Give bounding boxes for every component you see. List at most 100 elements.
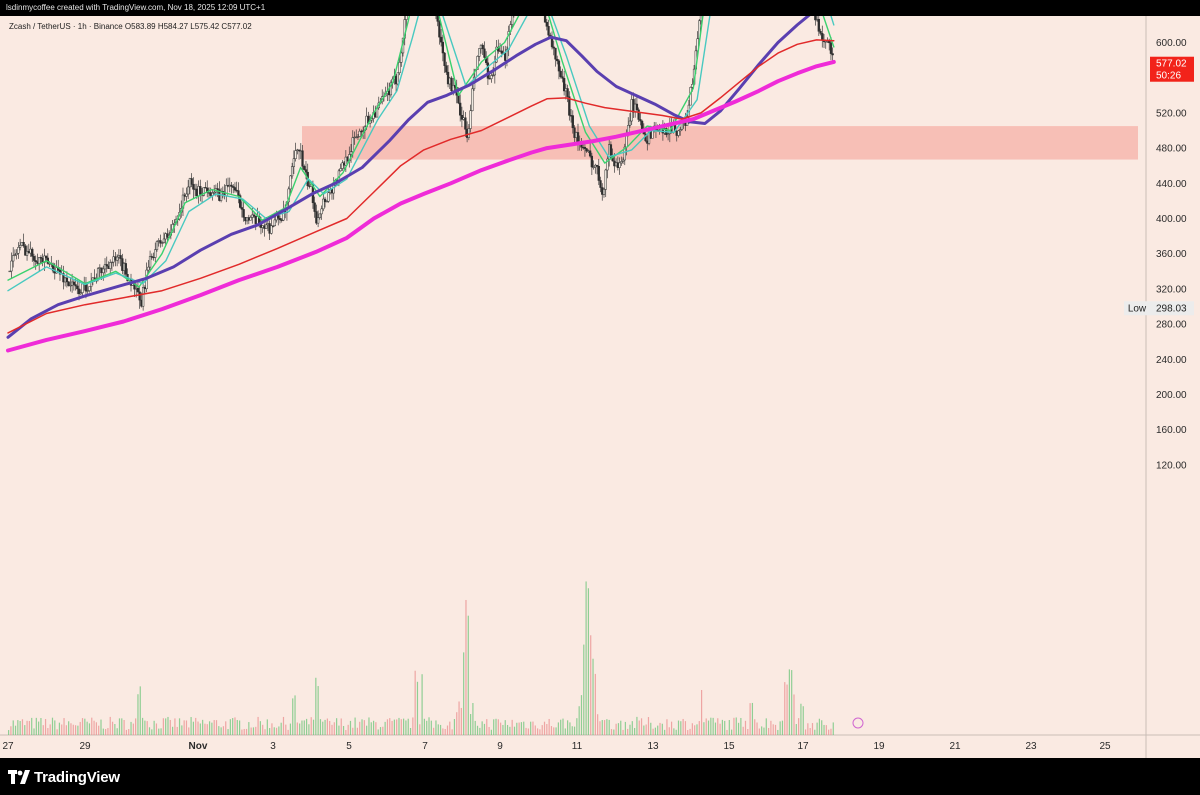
tradingview-brand[interactable]: TradingView xyxy=(8,768,120,786)
price-chart[interactable]: 880.00840.00800.00760.00720.00680.00640.… xyxy=(0,16,1200,758)
candle-body xyxy=(439,36,443,43)
volume-bar xyxy=(627,728,629,735)
volume-bar xyxy=(58,722,61,735)
volume-bar xyxy=(726,729,728,735)
candle-body xyxy=(341,162,344,169)
volume-bar xyxy=(707,720,710,735)
volume-bar xyxy=(613,729,615,735)
volume-bar xyxy=(137,694,139,735)
volume-bar xyxy=(158,728,160,735)
volume-bar xyxy=(26,720,28,735)
candle-body xyxy=(185,193,188,197)
volume-bar xyxy=(774,724,777,735)
candle-body xyxy=(161,242,164,244)
volume-bar xyxy=(319,719,322,735)
volume-bar xyxy=(132,723,134,735)
volume-bar xyxy=(248,722,250,735)
volume-bar xyxy=(322,721,324,735)
candle-body xyxy=(304,169,308,173)
volume-bar xyxy=(779,721,781,735)
volume-bar xyxy=(751,702,754,735)
volume-bar xyxy=(608,719,610,735)
candle-body xyxy=(595,164,599,167)
candle-body xyxy=(450,77,453,92)
volume-bar xyxy=(784,682,786,735)
volume-bar xyxy=(172,726,174,735)
candle-body xyxy=(15,252,18,256)
candle-body xyxy=(476,56,479,70)
volume-bar xyxy=(576,718,578,735)
volume-bar xyxy=(98,725,100,735)
candle-body xyxy=(396,72,399,85)
candle-body xyxy=(609,144,613,156)
volume-bar xyxy=(684,721,687,735)
volume-bar xyxy=(587,588,590,735)
low-value: 298.03 xyxy=(1156,304,1187,315)
volume-bar xyxy=(128,729,130,735)
volume-bar xyxy=(772,724,774,735)
volume-bar xyxy=(793,694,795,735)
volume-bar xyxy=(590,635,592,735)
volume-bar xyxy=(717,718,719,735)
volume-bar xyxy=(442,728,444,735)
volume-bar xyxy=(698,721,700,735)
volume-bar xyxy=(400,719,402,735)
volume-bar xyxy=(825,725,827,735)
price-tick-label: 280.00 xyxy=(1156,320,1187,331)
volume-bar xyxy=(719,723,721,735)
chart-pane[interactable]: 880.00840.00800.00760.00720.00680.00640.… xyxy=(0,16,1200,758)
volume-bar xyxy=(585,581,587,735)
volume-bar xyxy=(139,686,141,735)
volume-bar xyxy=(597,714,599,735)
volume-bar xyxy=(818,718,821,735)
candle-body xyxy=(8,270,11,273)
volume-bar xyxy=(107,728,109,735)
candle-body xyxy=(819,31,822,34)
volume-bar xyxy=(795,724,797,735)
volume-bar xyxy=(788,669,790,735)
volume-bar xyxy=(81,718,84,735)
volume-bar xyxy=(354,717,356,735)
volume-bar xyxy=(236,719,238,735)
volume-bar xyxy=(451,729,453,735)
volume-bar xyxy=(500,722,502,735)
volume-bar xyxy=(188,727,190,735)
candle-body xyxy=(490,75,493,79)
volume-bar xyxy=(44,718,47,735)
candle-body xyxy=(677,130,680,136)
volume-bar xyxy=(770,720,772,735)
price-tick-label: 120.00 xyxy=(1156,460,1187,471)
volume-bar xyxy=(668,727,670,735)
volume-bar xyxy=(814,729,816,735)
volume-bar xyxy=(433,727,435,735)
volume-bar xyxy=(624,721,626,735)
volume-bar xyxy=(687,730,689,735)
volume-bar xyxy=(389,718,391,735)
volume-bar xyxy=(183,720,185,735)
candle-body xyxy=(325,200,328,203)
volume-bar xyxy=(460,707,462,735)
candle-body xyxy=(511,16,514,25)
volume-bar xyxy=(631,721,633,735)
volume-bar xyxy=(474,720,476,735)
candle-body xyxy=(339,168,342,172)
volume-bar xyxy=(38,721,40,735)
candle-body xyxy=(829,42,833,54)
volume-bar xyxy=(747,729,749,735)
volume-bar xyxy=(361,719,363,735)
volume-bar xyxy=(636,716,638,735)
candle-body xyxy=(278,218,282,221)
last-price-value: 577.02 xyxy=(1156,59,1187,70)
low-label: Low xyxy=(1128,304,1147,315)
candle-body xyxy=(315,211,318,224)
volume-bar xyxy=(375,722,377,735)
volume-bar xyxy=(333,722,335,735)
volume-bar xyxy=(349,720,352,735)
volume-bar xyxy=(407,718,409,735)
symbol-info-line: Zcash / TetherUS · 1h · Binance O583.89 … xyxy=(9,22,252,31)
volume-bar xyxy=(165,718,167,735)
candle-body xyxy=(481,44,484,50)
time-tick-label: 19 xyxy=(873,741,885,752)
volume-bar xyxy=(567,720,569,735)
candle-body xyxy=(443,52,446,66)
